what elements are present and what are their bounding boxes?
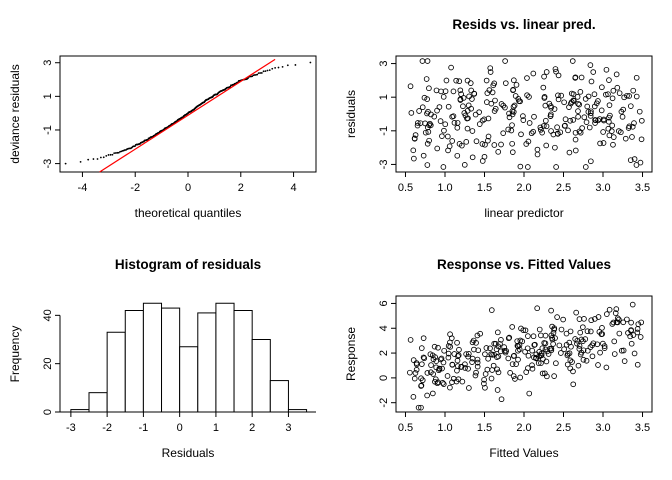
x-tick-label: -3 <box>66 422 76 434</box>
data-points <box>64 61 312 165</box>
y-tick-label: 1 <box>378 94 390 100</box>
histogram-of-residuals-panel: -3 -2 -1 0 1 2 3 0 20 40 Residuals Frequency Histog… <box>0 240 336 480</box>
x-tick-label: 0 <box>177 422 183 434</box>
x-tick-label: -2 <box>130 182 140 194</box>
data-points <box>407 301 645 411</box>
axis-ticks: -3 -2 -1 0 1 2 3 0 20 40 <box>42 309 292 434</box>
y-tick-label: 3 <box>378 61 390 67</box>
x-tick-label: 1.0 <box>437 422 452 434</box>
x-tick-label: 0.5 <box>398 422 413 434</box>
x-tick-label: 3.5 <box>635 422 650 434</box>
y-tick-label: -3 <box>42 159 54 169</box>
y-tick-label: 40 <box>42 309 54 321</box>
x-tick-label: -1 <box>139 422 149 434</box>
axis-ticks: 0.5 1.0 1.5 2.0 2.5 3.0 3.5 -2 0 2 4 6 <box>378 300 650 434</box>
x-axis-label: Fitted Values <box>489 446 558 460</box>
residuals-vs-linear-predictor-chart: 0.5 1.0 1.5 2.0 2.5 3.0 3.5 -3 -1 1 3 linear predic… <box>344 55 653 220</box>
y-tick-label: -2 <box>378 398 390 408</box>
x-axis-label: theoretical quantiles <box>135 206 242 220</box>
x-axis-label: Residuals <box>162 446 215 460</box>
y-tick-label: 0 <box>42 409 54 415</box>
x-tick-label: 2 <box>249 422 255 434</box>
y-tick-label: 0 <box>378 375 390 381</box>
x-tick-label: 2.0 <box>516 422 531 434</box>
x-tick-label: 1 <box>213 422 219 434</box>
histogram-of-residuals-title: Histogram of residuals <box>114 257 262 272</box>
x-tick-label: 3.5 <box>635 182 650 194</box>
x-tick-label: 2 <box>238 182 244 194</box>
y-tick-label: 20 <box>42 358 54 370</box>
y-tick-label: 3 <box>42 60 54 66</box>
x-tick-label: 3 <box>285 422 291 434</box>
y-axis-label: Frequency <box>8 326 22 383</box>
x-tick-label: 3.0 <box>595 182 610 194</box>
y-tick-label: 6 <box>378 300 390 306</box>
axis-ticks: 0.5 1.0 1.5 2.0 2.5 3.0 3.5 -3 -1 1 3 <box>378 61 650 194</box>
residuals-vs-linear-predictor-title: Resids vs. linear pred. <box>452 17 596 32</box>
x-tick-label: -4 <box>78 182 88 194</box>
x-tick-label: 2.5 <box>556 182 571 194</box>
response-vs-fitted-chart: 0.5 1.0 1.5 2.0 2.5 3.0 3.5 -2 0 2 4 6 Fitted Values… <box>344 295 653 460</box>
y-axis-label: residuals <box>344 90 358 138</box>
x-tick-label: 2.5 <box>556 422 571 434</box>
qq-reference-line <box>99 58 276 173</box>
y-tick-label: 1 <box>42 93 54 99</box>
y-axis-label: Response <box>344 327 358 381</box>
x-tick-label: 3.0 <box>595 422 610 434</box>
x-tick-label: 4 <box>291 182 297 194</box>
response-vs-fitted-title: Response vs. Fitted Values <box>436 257 612 272</box>
x-tick-label: 1.0 <box>437 182 452 194</box>
qq-plot-panel: -4 -2 0 2 4 -3 -1 1 3 theoretical quantiles devian… <box>0 0 336 240</box>
response-vs-fitted-panel: 0.5 1.0 1.5 2.0 2.5 3.0 3.5 -2 0 2 4 6 Fitted Values… <box>336 240 672 480</box>
y-tick-label: -1 <box>42 125 54 135</box>
x-tick-label: -2 <box>102 422 112 434</box>
y-axis-label: deviance residuals <box>8 64 22 163</box>
x-tick-label: 1.5 <box>477 422 492 434</box>
qq-plot-chart: -4 -2 0 2 4 -3 -1 1 3 theoretical quantiles devian… <box>8 55 317 220</box>
x-tick-label: 2.0 <box>516 182 531 194</box>
x-tick-label: 0 <box>185 182 191 194</box>
axis-ticks: -4 -2 0 2 4 -3 -1 1 3 <box>42 60 297 194</box>
y-tick-label: -1 <box>378 126 390 136</box>
y-tick-label: 2 <box>378 350 390 356</box>
x-tick-label: 0.5 <box>398 182 413 194</box>
histogram-bars <box>70 302 308 413</box>
x-tick-label: 1.5 <box>477 182 492 194</box>
y-tick-label: 4 <box>378 325 390 331</box>
x-axis-label: linear predictor <box>484 206 563 220</box>
data-points <box>407 58 645 170</box>
y-tick-label: -3 <box>378 160 390 170</box>
histogram-of-residuals-chart: -3 -2 -1 0 1 2 3 0 20 40 Residuals Frequency <box>8 302 316 460</box>
residuals-vs-linear-predictor-panel: 0.5 1.0 1.5 2.0 2.5 3.0 3.5 -3 -1 1 3 linear predic… <box>336 0 672 240</box>
